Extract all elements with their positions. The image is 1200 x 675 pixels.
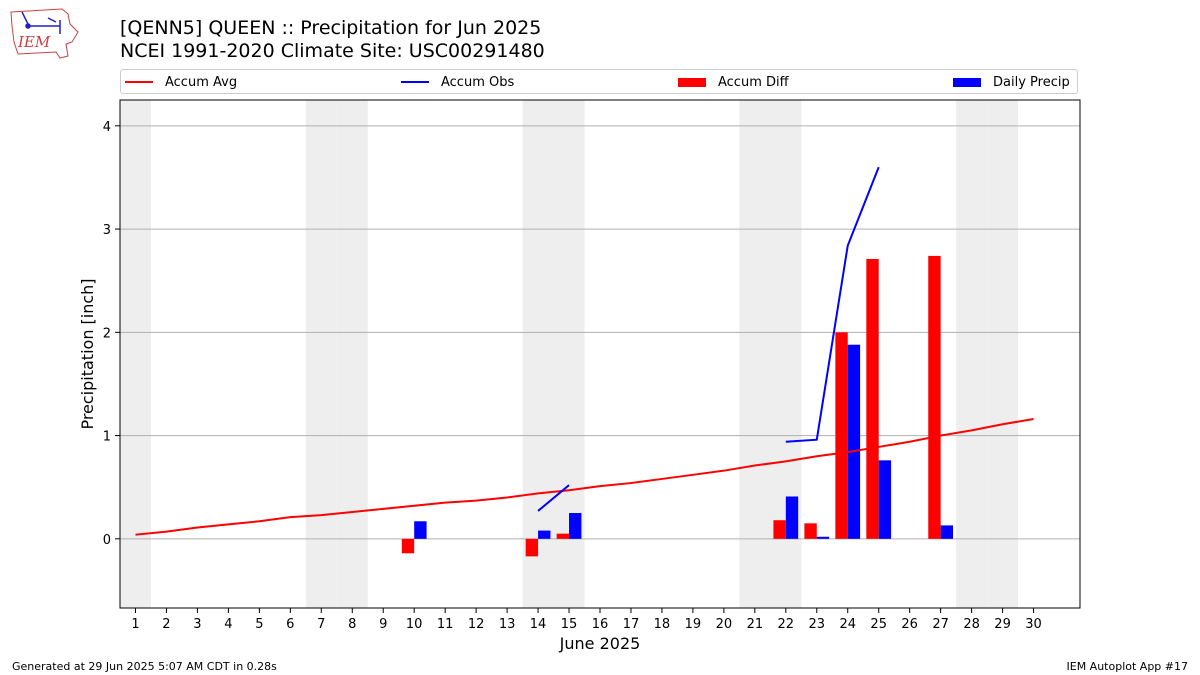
weekend-shade-day-14 [522,100,554,608]
x-tick-label-25: 25 [870,617,887,632]
x-tick-label-12: 12 [468,617,485,632]
x-tick-label-3: 3 [193,617,201,632]
weekend-shade-day-29 [987,100,1019,608]
accum-diff-bar-day-15 [556,533,570,539]
weekend-shade-day-28 [956,100,988,608]
x-tick-label-27: 27 [932,617,949,632]
generated-timestamp: Generated at 29 Jun 2025 5:07 AM CDT in … [12,660,277,673]
legend-label-accum-obs: Accum Obs [441,74,515,90]
legend-swatch-accum-diff [678,77,706,87]
y-tick-label-0: 0 [103,533,111,548]
accum-diff-bar-day-25 [866,259,879,539]
legend-swatch-daily-precip [953,77,981,87]
x-tick-label-10: 10 [406,617,423,632]
x-tick-label-21: 21 [747,617,764,632]
daily-precip-bar-day-24 [847,344,861,539]
x-tick-label-13: 13 [499,617,516,632]
daily-precip-bar-day-25 [878,460,892,539]
logo-text: IEM [17,33,51,51]
legend-item-accum-obs: Accum Obs [401,73,514,91]
x-tick-label-29: 29 [994,617,1011,632]
x-tick-label-15: 15 [561,617,578,632]
weekend-shade-day-8 [336,100,368,608]
y-tick-label-3: 3 [103,223,111,238]
legend-label-accum-avg: Accum Avg [165,74,238,90]
x-tick-label-7: 7 [317,617,325,632]
x-tick-label-8: 8 [348,617,356,632]
x-tick-label-16: 16 [592,617,609,632]
daily-precip-bar-day-15 [569,513,582,539]
x-axis-label: June 2025 [559,634,641,653]
legend-item-accum-avg: Accum Avg [125,73,237,91]
chart-title: [QENN5] QUEEN :: Precipitation for Jun 2… [120,17,542,39]
daily-precip-bar-day-27 [940,525,954,539]
x-tick-label-24: 24 [839,617,856,632]
legend-item-accum-diff: Accum Diff [678,73,789,91]
weekend-shade-day-7 [305,100,337,608]
app-credit: IEM Autoplot App #17 [1066,660,1189,673]
x-tick-label-20: 20 [716,617,733,632]
x-tick-label-22: 22 [778,617,795,632]
iowa-outline-shape [10,8,79,59]
weekend-shade-day-1 [120,100,151,608]
x-tick-label-5: 5 [255,617,263,632]
accum-obs-line-segment-2 [785,166,880,443]
legend-item-daily-precip: Daily Precip [953,73,1070,91]
daily-precip-bar-day-10 [414,521,427,539]
weekend-shade-day-21 [739,100,771,608]
x-tick-label-23: 23 [809,617,826,632]
daily-precip-bar-day-23 [816,536,830,539]
daily-precip-bar-day-22 [785,496,799,539]
accum-diff-bar-day-10 [401,538,415,554]
x-tick-label-4: 4 [224,617,232,632]
x-tick-label-17: 17 [623,617,640,632]
x-tick-label-6: 6 [286,617,294,632]
accum-diff-bar-day-22 [773,520,786,539]
x-tick-label-2: 2 [162,617,170,632]
y-tick-label-1: 1 [103,430,111,445]
legend-swatch-accum-avg [125,81,153,83]
x-tick-label-26: 26 [901,617,918,632]
accum-diff-bar-day-24 [835,332,848,539]
legend-label-accum-diff: Accum Diff [718,74,789,90]
legend-label-daily-precip: Daily Precip [993,74,1070,90]
x-tick-label-30: 30 [1025,617,1042,632]
legend: Accum Avg Accum Obs Accum Diff Daily Pre… [120,69,1078,94]
accum-diff-bar-day-27 [928,255,941,539]
x-tick-label-14: 14 [530,617,547,632]
x-tick-label-28: 28 [963,617,980,632]
accum-avg-line [135,418,1034,536]
daily-precip-bar-day-14 [538,530,551,539]
weather-station-icon [21,11,61,34]
x-tick-label-1: 1 [131,617,139,632]
chart-subtitle: NCEI 1991-2020 Climate Site: USC00291480 [120,40,545,62]
accum-diff-bar-day-23 [804,523,817,539]
y-tick-label-2: 2 [103,326,111,341]
y-tick-label-4: 4 [103,120,111,135]
y-axis-label: Precipitation [inch] [78,278,97,429]
legend-swatch-accum-obs [401,81,429,83]
x-tick-label-19: 19 [685,617,702,632]
accum-diff-bar-day-14 [525,538,539,557]
accum-obs-line-segment-1 [537,484,570,512]
iem-logo: IEM [10,8,79,59]
x-tick-label-9: 9 [379,617,387,632]
x-tick-label-18: 18 [654,617,671,632]
x-tick-label-11: 11 [437,617,454,632]
